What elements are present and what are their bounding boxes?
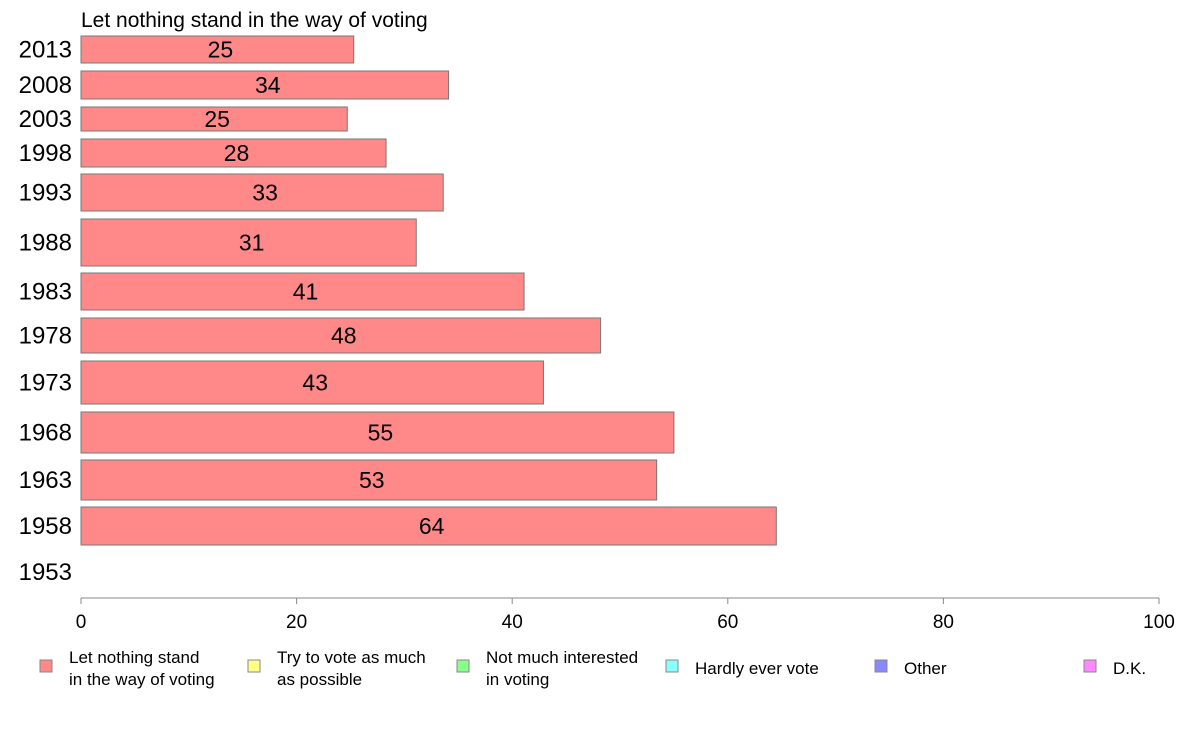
bar bbox=[80, 138, 387, 168]
bar-value-label: 53 bbox=[359, 467, 385, 493]
legend-label: in voting bbox=[486, 670, 549, 689]
y-tick-label: 1998 bbox=[19, 140, 72, 167]
legend-label: Not much interested bbox=[486, 648, 638, 667]
legend-label: Hardly ever vote bbox=[695, 659, 819, 678]
y-tick-label: 2008 bbox=[19, 72, 72, 99]
bar bbox=[80, 218, 417, 267]
x-tick-label: 100 bbox=[1143, 612, 1175, 633]
bar bbox=[80, 459, 658, 501]
legend-label: Let nothing stand bbox=[69, 648, 199, 667]
bar bbox=[80, 272, 525, 311]
y-tick-label: 1973 bbox=[19, 370, 72, 397]
bar bbox=[80, 411, 675, 454]
bar-value-label: 33 bbox=[252, 180, 278, 206]
x-tick-label: 80 bbox=[933, 612, 954, 633]
legend-swatch bbox=[874, 659, 888, 673]
bar bbox=[80, 106, 348, 132]
y-tick-label: 1978 bbox=[19, 323, 72, 350]
bar-value-label: 41 bbox=[293, 279, 319, 305]
y-tick-label: 2013 bbox=[19, 37, 72, 64]
y-tick-label: 1993 bbox=[19, 180, 72, 207]
bar bbox=[80, 173, 444, 212]
x-tick-label: 40 bbox=[502, 612, 523, 633]
legend-label: as possible bbox=[277, 670, 362, 689]
chart-title: Let nothing stand in the way of voting bbox=[81, 9, 428, 32]
legend-swatch bbox=[665, 659, 679, 673]
y-tick-label: 1958 bbox=[19, 513, 72, 540]
y-tick-label: 1953 bbox=[19, 559, 72, 586]
bar bbox=[80, 360, 544, 405]
legend: Let nothing stand in the way of voting Try… bbox=[39, 648, 1146, 689]
y-tick-label: 1963 bbox=[19, 467, 72, 494]
legend-label: D.K. bbox=[1113, 659, 1146, 678]
legend-swatch bbox=[456, 659, 470, 673]
bar-value-label: 31 bbox=[239, 230, 265, 256]
y-tick-label: 1988 bbox=[19, 230, 72, 257]
bar-value-label: 25 bbox=[208, 37, 234, 63]
bar-value-label: 28 bbox=[224, 140, 250, 166]
bar-value-label: 48 bbox=[331, 323, 357, 349]
x-tick-label: 20 bbox=[286, 612, 307, 633]
bar-value-label: 25 bbox=[204, 106, 230, 132]
legend-swatch bbox=[247, 659, 261, 673]
legend-swatch bbox=[1083, 659, 1097, 673]
bar bbox=[80, 70, 450, 100]
bar-value-label: 55 bbox=[368, 420, 394, 446]
x-axis: 0 20 40 60 80 100 bbox=[76, 597, 1175, 633]
legend-label: Other bbox=[904, 659, 947, 678]
bar-value-label: 34 bbox=[255, 72, 281, 98]
legend-swatch bbox=[39, 659, 53, 673]
y-tick-label: 1983 bbox=[19, 279, 72, 306]
bar bbox=[80, 317, 602, 354]
bar-value-label: 64 bbox=[419, 513, 445, 539]
x-tick-label: 60 bbox=[717, 612, 738, 633]
y-tick-label: 2003 bbox=[19, 106, 72, 133]
y-tick-label: 1968 bbox=[19, 420, 72, 447]
x-tick-label: 0 bbox=[76, 612, 87, 633]
legend-label: Try to vote as much bbox=[277, 648, 426, 667]
bar bbox=[80, 506, 777, 546]
bar bbox=[80, 35, 355, 64]
legend-label: in the way of voting bbox=[69, 670, 215, 689]
bar-value-label: 43 bbox=[302, 370, 328, 396]
y-axis-labels: 2013 2008 2003 1998 1993 1988 1983 1978 1973 1968… bbox=[19, 37, 72, 587]
